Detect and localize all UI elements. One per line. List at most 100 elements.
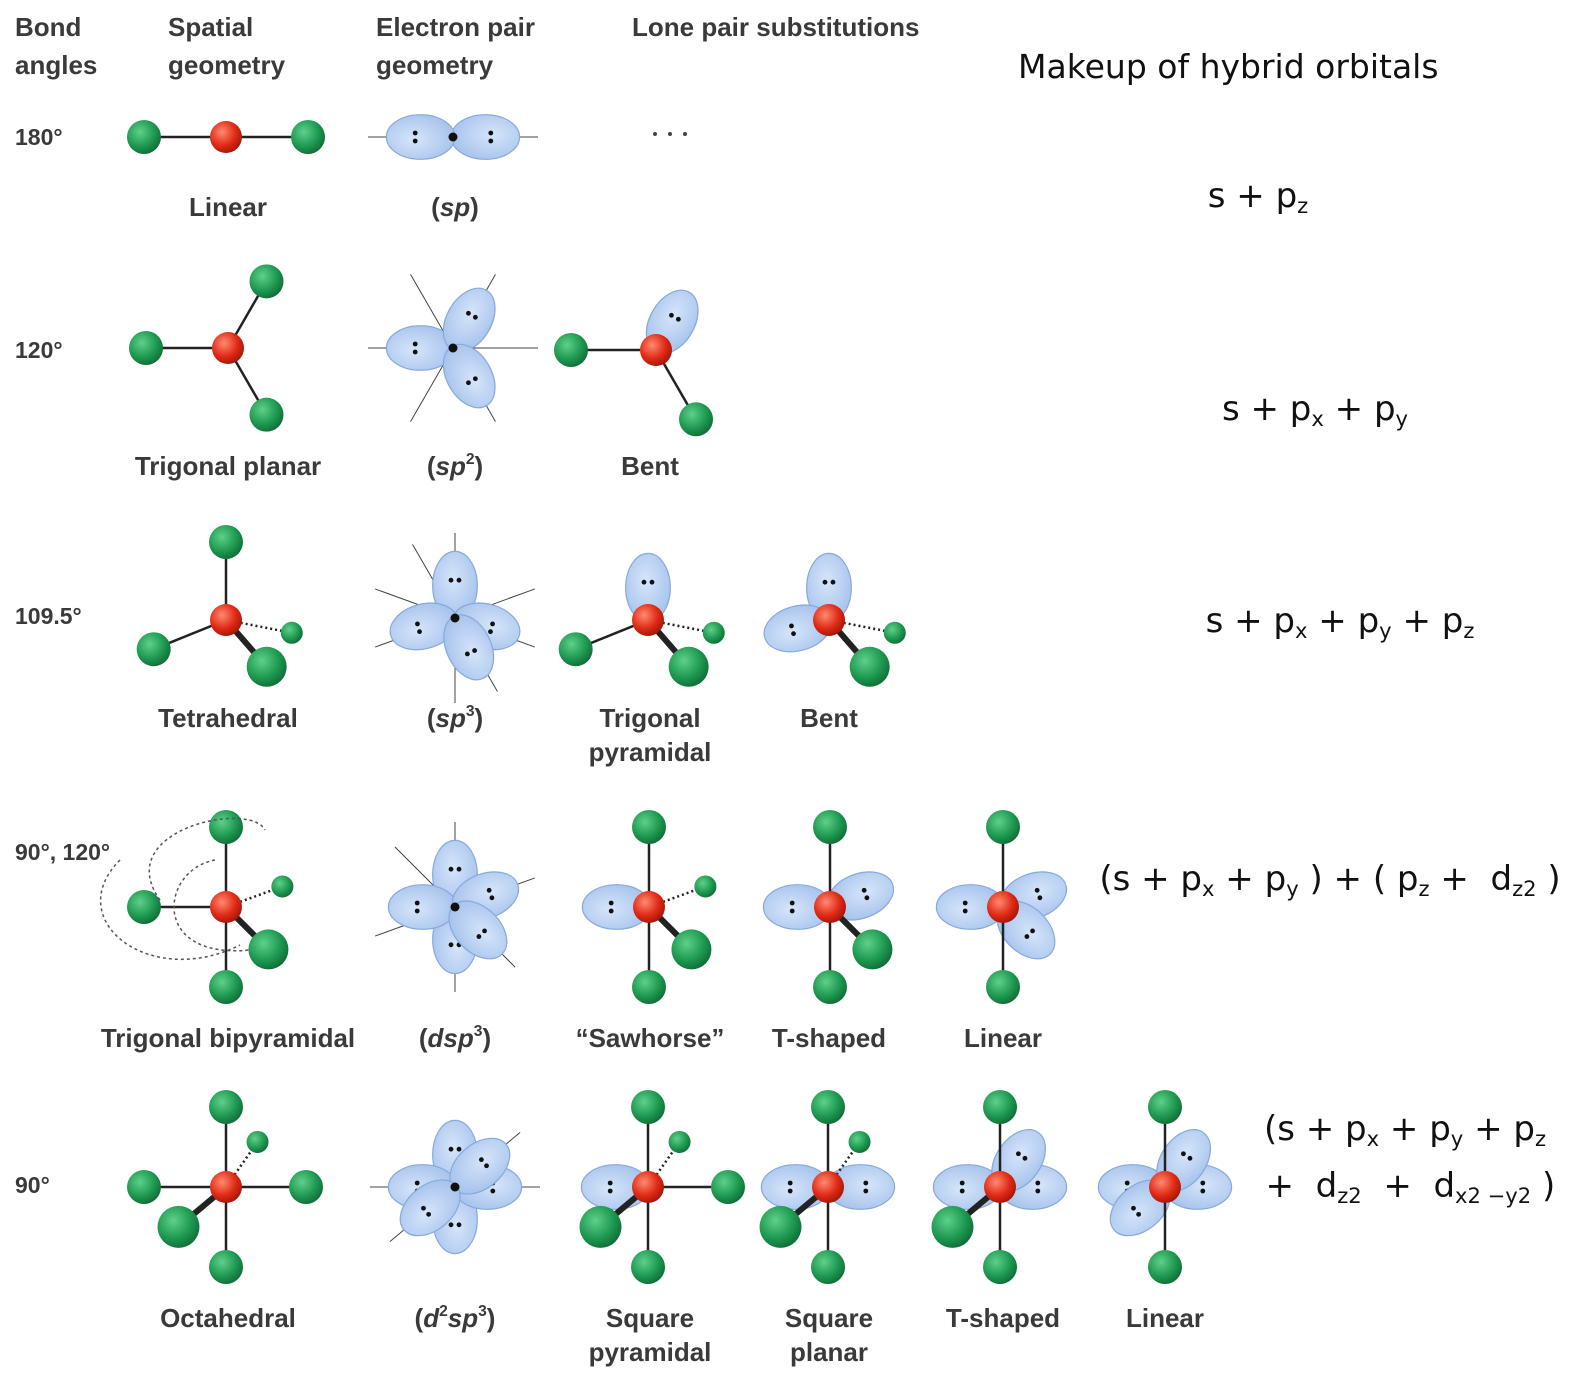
electron-dot	[490, 1189, 495, 1194]
electron-dot	[449, 578, 454, 583]
spatial-geometry: Linear	[189, 192, 267, 222]
text-segment: )	[1537, 859, 1561, 899]
lone-pair-substitution: Square	[785, 1303, 873, 1333]
lone-pair-substitution: Linear	[1126, 1303, 1204, 1333]
orbital-makeup: + dz2 + dx2 −y2 )	[1255, 1166, 1556, 1208]
electron-dot	[466, 311, 471, 316]
lone-pair-substitution: “Sawhorse”	[576, 1023, 725, 1053]
molecule	[932, 1090, 1067, 1284]
ligand-atom	[694, 875, 716, 897]
electron-dot	[482, 929, 487, 934]
ligand-atom	[1148, 1090, 1182, 1124]
column-header: Lone pair substitutions	[632, 12, 919, 42]
electron-dot	[823, 580, 828, 585]
column-header: angles	[15, 50, 97, 80]
text-segment: )	[470, 192, 479, 222]
text-segment: (	[415, 1303, 424, 1333]
molecule	[370, 1120, 540, 1253]
nucleus	[451, 614, 460, 623]
electron-dot	[472, 648, 477, 653]
ligand-atom	[209, 810, 243, 844]
electron-dot	[608, 1189, 613, 1194]
superscript: 2	[466, 451, 475, 468]
molecule	[375, 822, 535, 992]
subscript: x2 −y2	[1455, 1183, 1531, 1208]
electron-dot	[676, 317, 681, 322]
ligand-atom	[158, 1206, 200, 1248]
ligand-atom	[250, 264, 284, 298]
orbital-makeup: s + px + py + pz	[1206, 601, 1475, 643]
electron-dot	[457, 867, 462, 872]
electron-dot	[413, 350, 418, 355]
electron-dot	[1025, 934, 1030, 939]
ligand-atom	[850, 647, 890, 687]
central-atom	[212, 332, 244, 364]
molecule	[760, 1090, 895, 1284]
subscript: y	[1379, 618, 1391, 643]
electron-dot	[457, 1222, 462, 1227]
lone-pair-substitution: Square	[606, 1303, 694, 1333]
electron-dot	[413, 131, 418, 136]
text-segment: (	[427, 451, 436, 481]
molecule	[582, 810, 716, 1004]
electron-dot	[449, 1222, 454, 1227]
electron-dot	[484, 1163, 489, 1168]
superscript: 3	[478, 1303, 487, 1320]
electron-dot	[1030, 929, 1035, 934]
electron-dot	[791, 631, 796, 636]
electron-dot	[1131, 1206, 1136, 1211]
electron-dot	[609, 909, 614, 914]
central-atom	[210, 891, 242, 923]
central-atom	[1149, 1171, 1181, 1203]
electron-dot	[449, 867, 454, 872]
electron-dot	[608, 1181, 613, 1186]
electron-dot	[415, 622, 420, 627]
electron-dot	[457, 1147, 462, 1152]
electron-dot	[477, 934, 482, 939]
ellipsis-dot	[683, 132, 687, 136]
lone-pair-substitution: Bent	[800, 703, 858, 733]
electron-dot	[457, 578, 462, 583]
central-atom	[813, 604, 845, 636]
bond-angle: 120°	[15, 337, 63, 363]
ligand-atom	[632, 810, 666, 844]
molecule	[129, 264, 284, 431]
ligand-atom	[983, 1250, 1017, 1284]
ligand-atom	[884, 622, 906, 644]
text-segment: )	[1531, 1166, 1555, 1206]
molecule	[127, 1090, 323, 1284]
molecule	[127, 810, 293, 1004]
subscript: x	[1202, 876, 1214, 901]
central-atom	[632, 604, 664, 636]
molecule	[1098, 1090, 1231, 1284]
electron-dot	[1037, 895, 1042, 900]
ligand-atom	[760, 1206, 802, 1248]
ellipsis-dot	[668, 132, 672, 136]
electron-dot	[960, 1181, 965, 1186]
superscript: 3	[474, 1023, 483, 1040]
central-atom	[210, 1171, 242, 1203]
text-segment: s + p	[1208, 176, 1297, 216]
spatial-geometry: Octahedral	[160, 1303, 296, 1333]
text-segment: + p	[1215, 859, 1287, 899]
central-atom	[812, 1171, 844, 1203]
ligand-atom	[986, 810, 1020, 844]
lone-pair-lobe	[388, 885, 456, 930]
column-header: Spatial	[168, 12, 253, 42]
electron-dot	[609, 901, 614, 906]
lone-pair-lobe	[386, 115, 454, 160]
electron-dot	[488, 131, 493, 136]
diagram: BondanglesSpatialgeometryElectron pairge…	[0, 0, 1574, 1373]
molecule	[559, 553, 725, 686]
ligand-atom	[983, 1090, 1017, 1124]
subscript: y	[1396, 406, 1408, 431]
electron-dot	[413, 139, 418, 144]
ligand-atom	[849, 1131, 871, 1153]
bond-angle: 109.5°	[15, 603, 82, 629]
page: {"header": {"columns": [["Bond", "angles…	[0, 0, 1574, 1373]
text-segment: (	[431, 192, 440, 222]
ligand-atom	[811, 1090, 845, 1124]
ligand-atom	[247, 1131, 269, 1153]
text-segment: s + p	[1222, 389, 1311, 429]
subscript: x	[1367, 1126, 1379, 1151]
